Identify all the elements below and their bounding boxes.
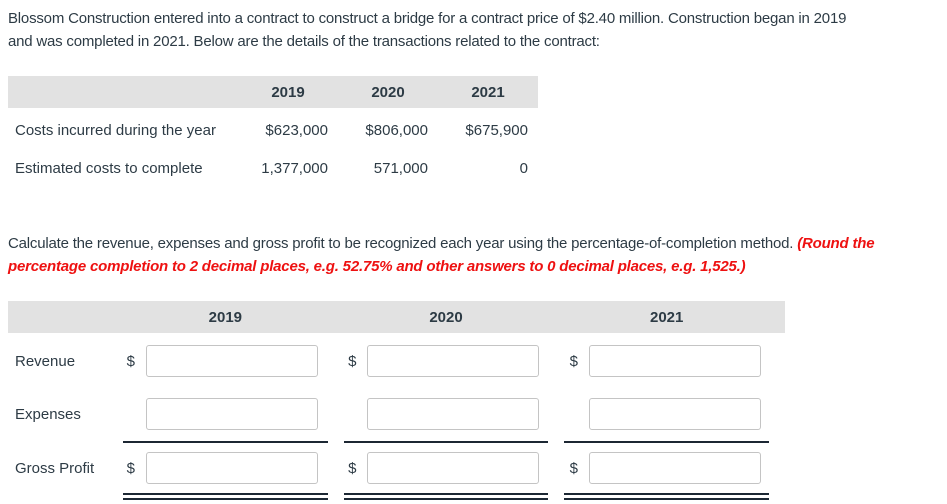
dollar-sign: $ [569,459,578,477]
expenses-row: Expenses [8,398,785,430]
total-double-rule-2019 [123,493,328,500]
dollar-sign: $ [569,352,578,370]
instructions-normal-text: Calculate the revenue, expenses and gros… [8,235,798,252]
problem-statement-line-2: and was completed in 2021. Below are the… [8,33,600,50]
expenses-2021-input[interactable] [588,398,761,430]
dollar-sign: $ [126,459,135,477]
expenses-2019-input[interactable] [145,398,318,430]
subtotal-rule-2020 [343,441,549,443]
gross-profit-2021-input[interactable] [588,452,761,484]
expenses-2020-cell [342,398,547,430]
gross-profit-2019-cell: $ [121,452,326,484]
costs-incurred-2019-value: $623,000 [265,121,328,139]
estimated-costs-2019-value: 1,377,000 [261,159,328,177]
gross-profit-2019-input[interactable] [145,452,318,484]
costs-table-year-2019: 2019 [271,83,305,101]
costs-incurred-label: Costs incurred during the year [15,121,216,139]
instructions: Calculate the revenue, expenses and gros… [8,232,875,278]
expenses-label: Expenses [15,405,81,423]
answer-table-year-2019: 2019 [208,308,243,326]
subtotal-rule-2019 [123,441,328,443]
estimated-costs-2021-value: 0 [519,159,528,177]
problem-statement: Blossom Construction entered into a cont… [8,7,846,53]
gross-profit-label: Gross Profit [15,459,95,477]
gross-profit-2020-input[interactable] [367,452,540,484]
total-double-rule-2020 [343,493,549,500]
table-row: Estimated costs to complete 1,377,000 57… [8,150,538,186]
costs-incurred-2020-value: $806,000 [365,121,428,139]
expenses-2019-cell [121,398,326,430]
costs-table: 2019 2020 2021 Costs incurred during the… [8,76,538,188]
answer-table-year-2020: 2020 [429,308,463,326]
costs-table-year-2020: 2020 [371,83,405,101]
gross-profit-row: Gross Profit $ $ $ [8,452,785,484]
estimated-costs-label: Estimated costs to complete [15,159,203,177]
gross-profit-2021-cell: $ [564,452,769,484]
estimated-costs-2020-value: 571,000 [373,159,428,177]
costs-table-header-row: 2019 2020 2021 [8,76,538,108]
instructions-line-1: Calculate the revenue, expenses and gros… [8,232,875,255]
table-row: Costs incurred during the year $623,000 … [8,112,538,148]
subtotal-rule-row [8,441,785,443]
dollar-sign: $ [126,352,135,370]
gross-profit-2020-cell: $ [342,452,547,484]
answer-table: 2019 2020 2021 Revenue $ $ $ Expenses [8,301,785,501]
instructions-rounding-note-start: (Round the [797,235,875,252]
costs-table-year-2021: 2021 [471,83,505,101]
total-double-rule-2021 [564,493,770,500]
expenses-2021-cell [564,398,769,430]
total-rule-row [8,493,785,500]
revenue-label: Revenue [15,352,76,370]
subtotal-rule-2021 [564,441,770,443]
instructions-rounding-note-end: percentage completion to 2 decimal place… [8,258,746,275]
expenses-2020-input[interactable] [367,398,540,430]
answer-table-header-row: 2019 2020 2021 [8,301,785,333]
revenue-2021-cell: $ [564,345,769,377]
answer-table-year-2021: 2021 [649,308,684,326]
revenue-row: Revenue $ $ $ [8,345,785,377]
dollar-sign: $ [348,352,357,370]
revenue-2019-cell: $ [121,345,326,377]
revenue-2020-input[interactable] [367,345,540,377]
dollar-sign: $ [348,459,357,477]
revenue-2020-cell: $ [342,345,547,377]
problem-statement-line-1: Blossom Construction entered into a cont… [8,10,847,27]
revenue-2021-input[interactable] [588,345,761,377]
revenue-2019-input[interactable] [145,345,318,377]
costs-incurred-2021-value: $675,900 [465,121,528,139]
